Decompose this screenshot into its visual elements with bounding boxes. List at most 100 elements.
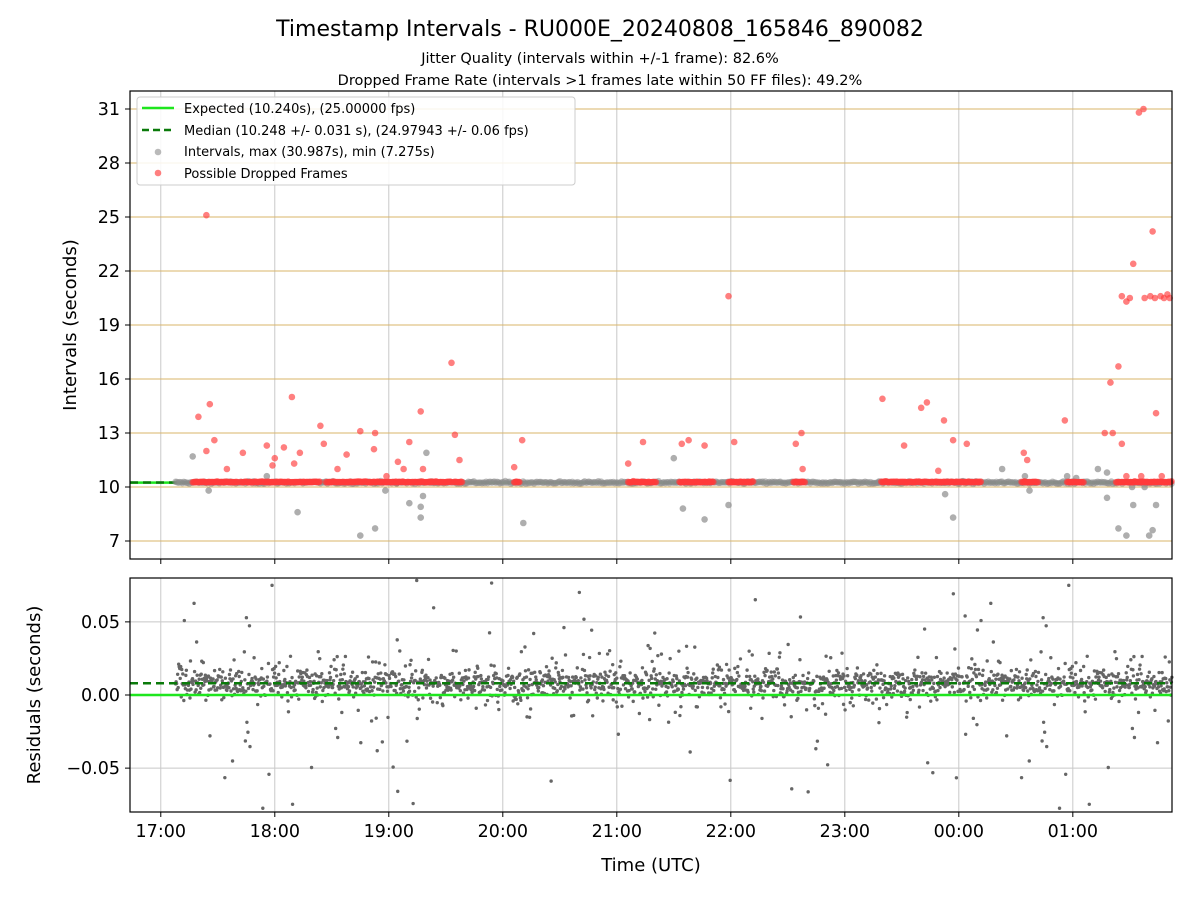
- residual-point: [918, 674, 922, 679]
- residual-point: [908, 697, 912, 702]
- residual-point: [215, 678, 219, 682]
- dropped-frame-point: [211, 436, 218, 444]
- residual-point: [554, 661, 558, 665]
- residual-point: [945, 671, 949, 675]
- residual-point: [604, 673, 608, 677]
- residual-point: [366, 655, 371, 659]
- residual-point: [948, 690, 952, 695]
- residual-point: [615, 705, 620, 709]
- residual-point: [1016, 698, 1021, 702]
- residual-point: [208, 734, 212, 738]
- residual-point: [1111, 674, 1116, 678]
- dropped-frame-point: [949, 436, 957, 444]
- residual-point: [750, 653, 754, 657]
- residual-point: [466, 696, 470, 700]
- intervals-x-ticks: [160, 559, 1074, 564]
- dropped-frame-point: [1061, 417, 1069, 424]
- residual-point: [751, 687, 755, 691]
- dropped-frame-point: [451, 431, 459, 439]
- residual-point: [1086, 685, 1090, 690]
- residual-point: [983, 680, 988, 684]
- residual-point: [589, 686, 593, 690]
- residual-point: [518, 672, 522, 676]
- residual-point: [1137, 677, 1141, 682]
- residual-point: [731, 678, 735, 682]
- residual-point: [793, 673, 798, 677]
- residual-point: [182, 618, 187, 623]
- dropped-frame-point: [290, 460, 298, 467]
- residual-point: [331, 679, 336, 683]
- residual-point: [727, 668, 731, 672]
- residual-point: [630, 687, 634, 691]
- dropped-frame-point: [269, 462, 276, 469]
- residual-point: [197, 677, 201, 681]
- residual-point: [1019, 775, 1024, 780]
- residual-point: [223, 676, 228, 680]
- residual-point: [696, 685, 700, 690]
- residual-point: [413, 678, 417, 683]
- intervals-legend: Expected (10.240s), (25.00000 fps) Media…: [136, 96, 576, 186]
- legend-intervals-swatch: [154, 148, 162, 156]
- residual-point: [1081, 664, 1086, 669]
- dropped-frame-point: [280, 444, 288, 451]
- residual-point: [587, 655, 592, 660]
- residual-point: [192, 669, 197, 674]
- residual-point: [1136, 686, 1140, 690]
- residual-point: [395, 638, 399, 642]
- dropped-frame-point: [1123, 472, 1130, 480]
- residual-point: [192, 601, 196, 606]
- residual-point: [1031, 671, 1036, 676]
- legend-median-label: Median (10.248 +/- 0.031 s), (24.97943 +…: [184, 124, 529, 139]
- residual-point: [963, 732, 968, 736]
- intervals-y-tick-label: 19: [98, 316, 120, 336]
- residual-point: [426, 657, 431, 662]
- dropped-frame-point: [383, 472, 390, 480]
- residual-point: [339, 686, 344, 690]
- residual-point: [415, 716, 419, 721]
- residual-point: [404, 684, 409, 689]
- residual-point: [285, 690, 290, 695]
- residual-point: [548, 676, 552, 681]
- residual-point: [424, 673, 428, 677]
- residual-point: [881, 682, 885, 687]
- residual-point: [329, 664, 333, 669]
- x-tick-label: 17:00: [136, 822, 186, 842]
- residual-point: [986, 687, 990, 691]
- dropped-frame-point: [749, 478, 757, 485]
- intervals-y-tick-label: 31: [98, 100, 120, 120]
- residual-point: [333, 726, 338, 731]
- residual-point: [1160, 670, 1164, 675]
- legend-intervals-label: Intervals, max (30.987s), min (7.275s): [184, 145, 435, 160]
- residual-point: [494, 671, 498, 676]
- residual-point: [618, 664, 622, 669]
- residual-point: [671, 679, 675, 684]
- residual-point: [932, 675, 937, 679]
- residual-point: [288, 654, 293, 658]
- dropped-frame-point: [1020, 449, 1028, 457]
- x-tick-label: 21:00: [592, 822, 642, 842]
- residual-point: [880, 690, 884, 694]
- interval-point: [941, 490, 949, 498]
- residual-point: [855, 666, 860, 670]
- residual-point: [343, 654, 348, 659]
- residual-point: [782, 703, 787, 707]
- residual-point: [951, 672, 955, 676]
- residual-point: [1049, 681, 1054, 686]
- residual-point: [415, 578, 419, 583]
- residual-point: [369, 719, 374, 723]
- residual-point: [596, 675, 601, 679]
- residual-point: [745, 668, 749, 672]
- residual-point: [950, 677, 954, 682]
- residual-point: [684, 644, 689, 648]
- residual-point: [310, 673, 314, 677]
- residual-point: [307, 675, 312, 680]
- residual-point: [321, 688, 325, 693]
- residual-point: [1028, 687, 1032, 691]
- residual-point: [336, 735, 340, 740]
- residuals-reference-lines: [130, 682, 1172, 697]
- residual-point: [753, 674, 757, 678]
- residual-point: [700, 685, 705, 690]
- residual-point: [328, 675, 333, 680]
- residual-point: [347, 689, 352, 693]
- residual-point: [273, 664, 278, 669]
